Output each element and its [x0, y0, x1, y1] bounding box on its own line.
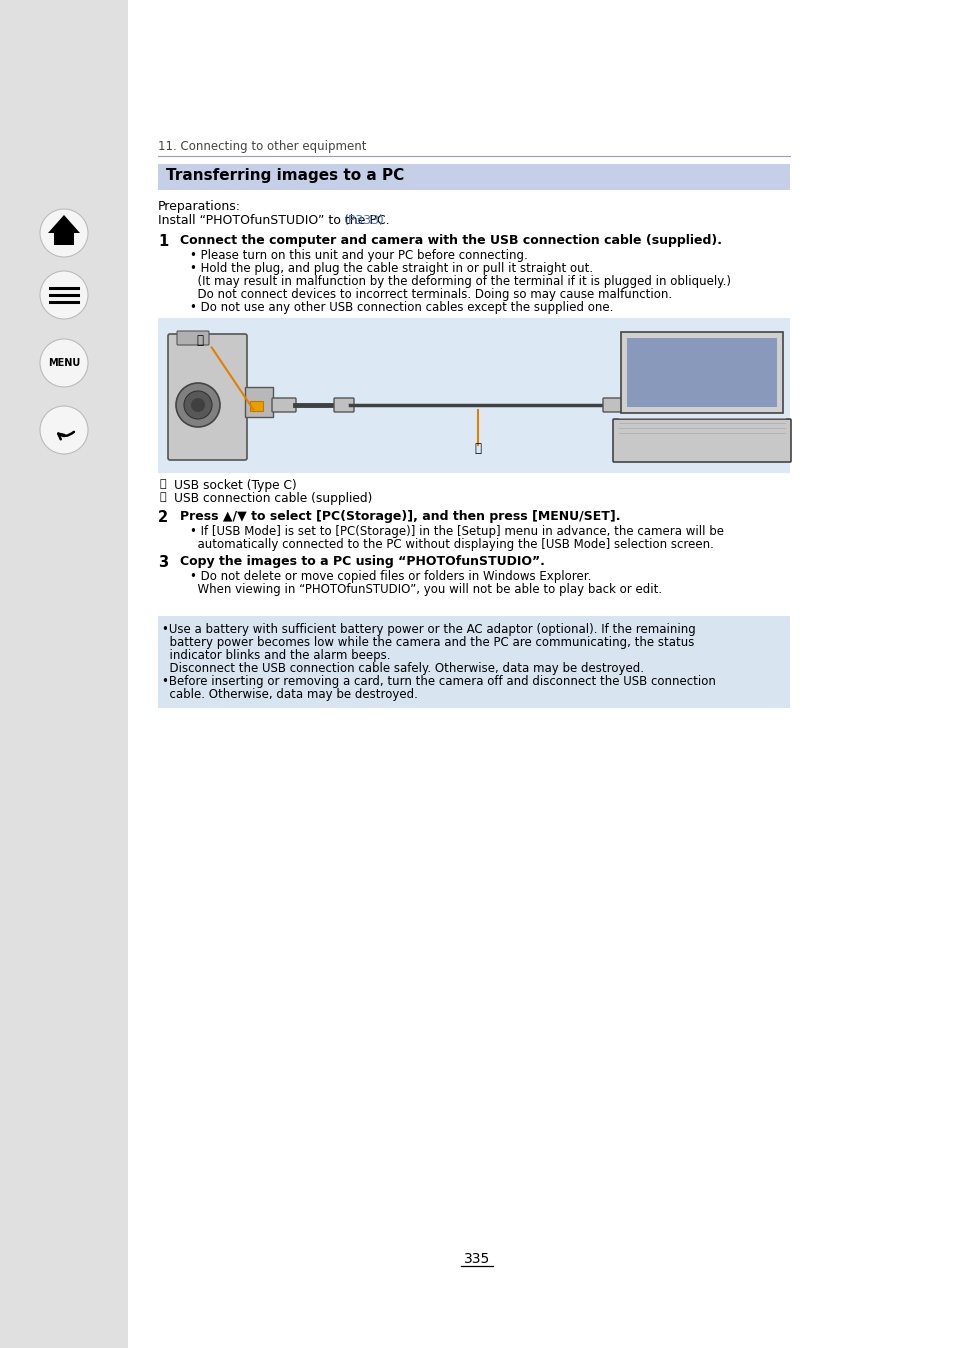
Text: automatically connected to the PC without displaying the [USB Mode] selection sc: automatically connected to the PC withou… [190, 538, 713, 551]
Text: (P333): (P333) [343, 214, 384, 226]
Text: • Please turn on this unit and your PC before connecting.: • Please turn on this unit and your PC b… [190, 249, 527, 262]
Text: cable. Otherwise, data may be destroyed.: cable. Otherwise, data may be destroyed. [162, 687, 417, 701]
FancyBboxPatch shape [251, 402, 263, 411]
Text: Do not connect devices to incorrect terminals. Doing so may cause malfunction.: Do not connect devices to incorrect term… [190, 288, 672, 301]
Text: • If [USB Mode] is set to [PC(Storage)] in the [Setup] menu in advance, the came: • If [USB Mode] is set to [PC(Storage)] … [190, 524, 723, 538]
Circle shape [40, 271, 88, 319]
Bar [158, 318, 789, 473]
FancyBboxPatch shape [245, 387, 273, 417]
Text: Install “PHOTOfunSTUDIO” to the PC.: Install “PHOTOfunSTUDIO” to the PC. [158, 214, 394, 226]
FancyBboxPatch shape [602, 398, 622, 412]
Circle shape [40, 209, 88, 257]
Bar [54, 232, 74, 245]
Text: Preparations:: Preparations: [158, 200, 241, 213]
Polygon shape [48, 214, 80, 233]
Text: battery power becomes low while the camera and the PC are communicating, the sta: battery power becomes low while the came… [162, 636, 694, 648]
FancyBboxPatch shape [626, 338, 776, 407]
Text: Copy the images to a PC using “PHOTOfunSTUDIO”.: Copy the images to a PC using “PHOTOfunS… [180, 555, 544, 568]
Text: Transferring images to a PC: Transferring images to a PC [166, 168, 404, 183]
Text: When viewing in “PHOTOfunSTUDIO”, you will not be able to play back or edit.: When viewing in “PHOTOfunSTUDIO”, you wi… [190, 582, 661, 596]
Text: Ⓑ: Ⓑ [474, 442, 481, 454]
Circle shape [191, 398, 205, 412]
Bar [158, 164, 789, 190]
Text: • Do not delete or move copied files or folders in Windows Explorer.: • Do not delete or move copied files or … [190, 570, 591, 582]
Text: USB socket (Type C): USB socket (Type C) [173, 479, 296, 492]
Text: Ⓑ: Ⓑ [160, 492, 167, 501]
Text: Ⓐ: Ⓐ [160, 479, 167, 489]
Text: 11. Connecting to other equipment: 11. Connecting to other equipment [158, 140, 366, 154]
Text: Ⓐ: Ⓐ [196, 333, 203, 346]
Text: indicator blinks and the alarm beeps.: indicator blinks and the alarm beeps. [162, 648, 390, 662]
Circle shape [175, 383, 220, 427]
Circle shape [40, 338, 88, 387]
Text: 1: 1 [158, 235, 168, 249]
FancyBboxPatch shape [168, 334, 247, 460]
FancyBboxPatch shape [613, 419, 790, 462]
Text: •Use a battery with sufficient battery power or the AC adaptor (optional). If th: •Use a battery with sufficient battery p… [162, 623, 695, 636]
Text: •Before inserting or removing a card, turn the camera off and disconnect the USB: •Before inserting or removing a card, tu… [162, 675, 715, 687]
Text: 2: 2 [158, 510, 168, 524]
Text: MENU: MENU [48, 359, 80, 368]
Text: 3: 3 [158, 555, 168, 570]
FancyBboxPatch shape [177, 332, 209, 345]
Circle shape [184, 391, 212, 419]
FancyBboxPatch shape [334, 398, 354, 412]
FancyBboxPatch shape [272, 398, 295, 412]
Text: Disconnect the USB connection cable safely. Otherwise, data may be destroyed.: Disconnect the USB connection cable safe… [162, 662, 643, 675]
Text: Connect the computer and camera with the USB connection cable (supplied).: Connect the computer and camera with the… [180, 235, 721, 247]
Bar [158, 616, 789, 708]
Circle shape [40, 406, 88, 454]
FancyBboxPatch shape [620, 332, 782, 414]
Text: (It may result in malfunction by the deforming of the terminal if it is plugged : (It may result in malfunction by the def… [190, 275, 730, 288]
Bar [0, 0, 128, 1348]
Text: • Do not use any other USB connection cables except the supplied one.: • Do not use any other USB connection ca… [190, 301, 613, 314]
Text: 335: 335 [463, 1252, 490, 1266]
Text: Press ▲/▼ to select [PC(Storage)], and then press [MENU/SET].: Press ▲/▼ to select [PC(Storage)], and t… [180, 510, 619, 523]
Text: • Hold the plug, and plug the cable straight in or pull it straight out.: • Hold the plug, and plug the cable stra… [190, 262, 593, 275]
Text: USB connection cable (supplied): USB connection cable (supplied) [173, 492, 372, 506]
